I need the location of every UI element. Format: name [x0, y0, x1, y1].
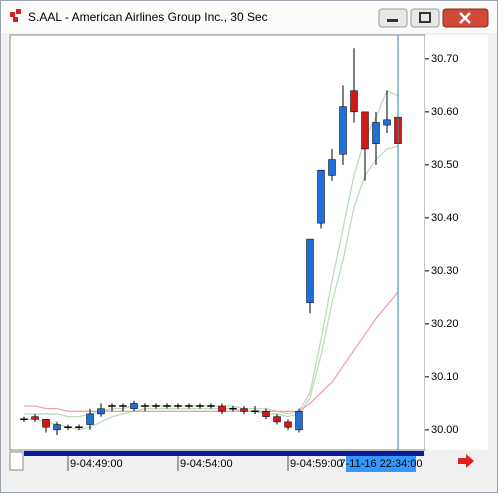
y-axis-area	[425, 35, 488, 450]
candle-body	[86, 413, 94, 425]
candle-body	[251, 410, 259, 413]
candle-body	[163, 405, 171, 407]
candle-body	[130, 403, 138, 409]
candle-body	[119, 405, 127, 407]
candle-body	[207, 405, 215, 407]
candle-body	[284, 421, 292, 428]
scroll-arrow[interactable]	[458, 454, 474, 468]
candle-body	[53, 424, 61, 431]
candle-body	[75, 426, 83, 428]
candle-body	[108, 405, 116, 407]
candle-body	[306, 238, 314, 303]
candle-body	[218, 405, 226, 412]
candle-body	[31, 416, 39, 420]
candle-body	[20, 418, 28, 421]
minimize-button[interactable]	[378, 8, 408, 28]
plot-area	[9, 34, 426, 451]
corner-box	[9, 451, 24, 471]
candle-body	[42, 419, 50, 428]
candle-body	[339, 106, 347, 155]
y-tick-label: 30.40	[431, 212, 459, 224]
x-tick-label: 9-04:49:00	[70, 458, 123, 470]
moving-average	[24, 291, 399, 412]
y-tick-label: 30.70	[431, 53, 459, 65]
y-tick-label: 30.30	[431, 265, 459, 277]
candle-body	[174, 405, 182, 407]
minimize-icon	[387, 19, 398, 22]
candle-body	[97, 408, 105, 415]
close-icon	[459, 12, 471, 24]
scroll-bar[interactable]	[24, 451, 424, 456]
y-tick-label: 30.50	[431, 159, 459, 171]
candle-body	[273, 416, 281, 423]
candle-body	[64, 426, 72, 428]
candle-body	[196, 405, 204, 407]
y-tick-label: 30.20	[431, 318, 459, 330]
candle-body	[350, 90, 358, 113]
app-icon	[10, 9, 21, 22]
x-tick-label: 9-04:54:00	[180, 458, 233, 470]
candle-body	[317, 169, 325, 224]
maximize-icon	[419, 12, 431, 23]
candle-body	[383, 119, 391, 126]
candle-body	[240, 408, 248, 412]
x-tick-label: 9-04:59:00	[290, 458, 343, 470]
candle-body	[141, 405, 149, 407]
candle-body	[185, 405, 193, 407]
y-tick-label: 30.10	[431, 371, 459, 383]
cursor-label: 7-11-16 22:34:00	[340, 458, 423, 470]
maximize-button[interactable]	[410, 8, 440, 28]
window-title: S.AAL - American Airlines Group Inc., 30…	[28, 10, 268, 24]
candle-body	[361, 111, 369, 150]
candle-body	[229, 407, 237, 410]
candle-body	[262, 411, 270, 417]
candle-body	[372, 122, 380, 144]
candle-body	[328, 159, 336, 176]
cursor-label-box	[346, 456, 416, 472]
y-tick-label: 30.00	[431, 424, 459, 436]
y-tick-label: 30.60	[431, 106, 459, 118]
candle-body	[295, 411, 303, 431]
candle-body	[152, 405, 160, 407]
